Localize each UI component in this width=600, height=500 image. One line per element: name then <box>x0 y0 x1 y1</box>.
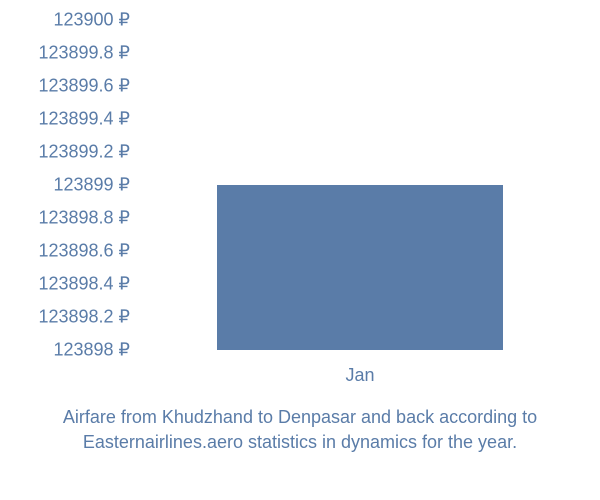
y-tick-label: 123898.4 ₽ <box>0 274 130 295</box>
chart-caption: Airfare from Khudzhand to Denpasar and b… <box>0 405 600 455</box>
y-tick-label: 123899.4 ₽ <box>0 109 130 130</box>
y-tick-label: 123900 ₽ <box>0 10 130 31</box>
plot-area <box>140 20 580 350</box>
y-axis: 123900 ₽123899.8 ₽123899.6 ₽123899.4 ₽12… <box>0 20 135 350</box>
y-tick-label: 123899 ₽ <box>0 175 130 196</box>
y-tick-label: 123899.6 ₽ <box>0 76 130 97</box>
x-tick-label: Jan <box>345 365 374 386</box>
y-tick-label: 123898.8 ₽ <box>0 208 130 229</box>
y-tick-label: 123899.8 ₽ <box>0 43 130 64</box>
y-tick-label: 123899.2 ₽ <box>0 142 130 163</box>
y-tick-label: 123898 ₽ <box>0 340 130 361</box>
airfare-chart: 123900 ₽ 123899.8 ₽ 123899.6 ₽ 123899.4 ₽ 12… <box>0 0 600 500</box>
bar <box>217 185 503 350</box>
y-tick-label: 123898.6 ₽ <box>0 241 130 262</box>
y-tick-label: 123898.2 ₽ <box>0 307 130 328</box>
